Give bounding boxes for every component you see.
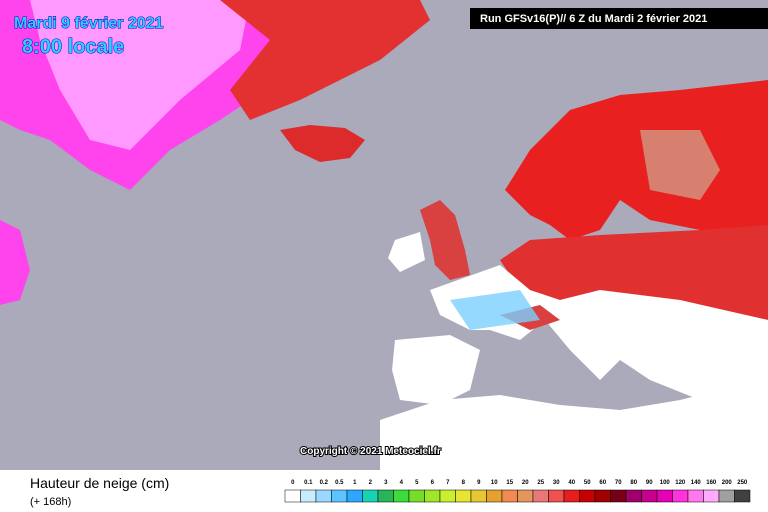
legend-label: 70 — [615, 480, 622, 486]
ireland — [388, 232, 425, 272]
legend-label: 4 — [400, 480, 404, 486]
legend-label: 160 — [706, 480, 717, 486]
legend-subtitle: (+ 168h) — [30, 496, 71, 508]
legend-label: 120 — [675, 480, 686, 486]
legend-label: 250 — [737, 480, 748, 486]
legend-swatch — [408, 489, 425, 503]
iceland — [280, 125, 365, 162]
legend-label: 2 — [369, 480, 373, 486]
greenland-east — [220, 0, 430, 120]
finland — [640, 130, 720, 200]
legend-label: 0 — [291, 480, 295, 486]
legend-swatch — [517, 489, 534, 503]
legend-label: 10 — [491, 480, 498, 486]
legend-swatch — [501, 489, 518, 503]
legend-swatch — [734, 489, 751, 503]
legend-swatch — [610, 489, 627, 503]
legend-label: 9 — [477, 480, 481, 486]
legend-swatch — [672, 489, 689, 503]
legend-label: 1 — [353, 480, 357, 486]
great-britain — [420, 200, 470, 280]
time-label: 8:00 locale — [22, 36, 124, 58]
legend-swatch — [641, 489, 658, 503]
legend-label: 40 — [568, 480, 575, 486]
legend-swatch — [532, 489, 549, 503]
legend-label: 90 — [646, 480, 653, 486]
run-banner — [470, 8, 768, 29]
legend-label: 30 — [553, 480, 560, 486]
run-label: Run GFSv16(P)// 6 Z du Mardi 2 février 2… — [480, 13, 707, 25]
france-snow — [450, 290, 540, 330]
legend-swatch — [455, 489, 472, 503]
legend-label: 6 — [431, 480, 435, 486]
legend-swatch — [424, 489, 441, 503]
legend-swatch — [703, 489, 720, 503]
north-africa — [380, 390, 768, 470]
date-label: Mardi 9 février 2021 — [14, 15, 164, 32]
legend-swatch — [470, 489, 487, 503]
legend-swatch — [362, 489, 379, 503]
legend-title: Hauteur de neige (cm) — [30, 475, 169, 491]
legend-label: 0.2 — [320, 480, 329, 486]
legend-label: 7 — [446, 480, 450, 486]
legend-swatch — [563, 489, 580, 503]
central-europe — [500, 225, 768, 320]
legend-label: 200 — [722, 480, 733, 486]
legend-label: 100 — [660, 480, 671, 486]
legend-swatch — [548, 489, 565, 503]
greenland-ice — [30, 0, 250, 150]
legend-swatch — [594, 489, 611, 503]
legend-label: 5 — [415, 480, 419, 486]
legend-swatch — [284, 489, 301, 503]
legend-swatch — [625, 489, 642, 503]
legend-label: 0.5 — [335, 480, 344, 486]
legend-swatch — [300, 489, 317, 503]
legend-label: 20 — [522, 480, 529, 486]
legend-label: 25 — [537, 480, 544, 486]
legend-scale: 0 0.1 0.2 0.5 1 2 3 4 5 6 7 8 9 10 15 20 25 30 40 50 60 70 80 9… — [284, 480, 751, 503]
legend-label: 50 — [584, 480, 591, 486]
legend-label: 140 — [691, 480, 702, 486]
legend-swatch — [377, 489, 394, 503]
legend-swatch — [331, 489, 348, 503]
labrador — [0, 220, 30, 305]
legend-swatch — [346, 489, 363, 503]
legend-swatch — [687, 489, 704, 503]
legend-label: 80 — [630, 480, 637, 486]
legend-label: 8 — [462, 480, 466, 486]
legend-swatch — [486, 489, 503, 503]
legend-swatch — [393, 489, 410, 503]
legend-label: 3 — [384, 480, 388, 486]
legend-label: 60 — [599, 480, 606, 486]
legend-swatch — [656, 489, 673, 503]
legend-swatch — [315, 489, 332, 503]
scandinavia — [505, 80, 768, 240]
legend-swatch — [579, 489, 596, 503]
legend-swatch — [718, 489, 735, 503]
legend-swatch — [439, 489, 456, 503]
legend-label: 15 — [506, 480, 513, 486]
legend-label: 0.1 — [304, 480, 313, 486]
iberia — [392, 335, 480, 405]
copyright: Copyright © 2021 Meteociel.fr — [300, 446, 441, 457]
